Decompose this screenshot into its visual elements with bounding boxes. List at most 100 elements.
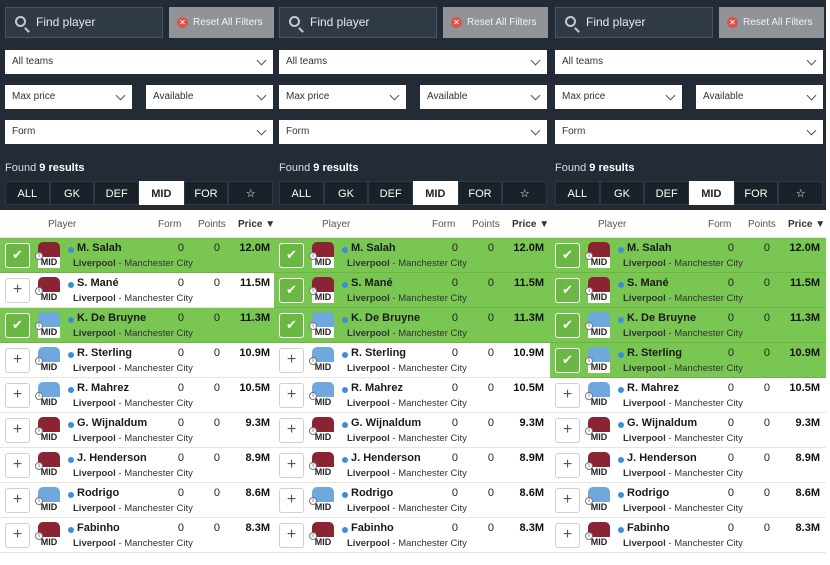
info-icon[interactable]: i — [309, 322, 317, 330]
add-player-button[interactable]: + — [555, 453, 580, 478]
player-row[interactable]: + MID i R. Sterling Liverpool - Manchest… — [0, 343, 276, 378]
add-player-button[interactable]: + — [5, 278, 30, 303]
add-player-button[interactable]: + — [279, 453, 304, 478]
info-icon[interactable]: i — [585, 287, 593, 295]
column-points[interactable]: Points — [472, 219, 500, 230]
info-icon[interactable]: i — [35, 392, 43, 400]
info-icon[interactable]: i — [35, 462, 43, 470]
column-price[interactable]: Price ▼ — [238, 219, 276, 230]
column-player[interactable]: Player — [598, 219, 627, 230]
column-price[interactable]: Price ▼ — [512, 219, 550, 230]
info-icon[interactable]: i — [35, 252, 43, 260]
tab-all[interactable]: ALL — [555, 181, 600, 205]
add-player-button[interactable]: + — [279, 348, 304, 373]
player-row[interactable]: + MID i Fabinho Liverpool - Manchester C… — [0, 518, 276, 553]
column-form[interactable]: Form — [708, 219, 732, 230]
tab-mid[interactable]: MID — [689, 181, 734, 205]
remove-player-button[interactable]: ✔ — [555, 348, 580, 373]
player-row[interactable]: ✔ MID i M. Salah Liverpool - Manchester … — [550, 238, 826, 273]
remove-player-button[interactable]: ✔ — [555, 313, 580, 338]
availability-select[interactable]: Available — [146, 85, 273, 109]
info-icon[interactable]: i — [585, 392, 593, 400]
player-row[interactable]: + MID i G. Wijnaldum Liverpool - Manches… — [550, 413, 826, 448]
add-player-button[interactable]: + — [5, 348, 30, 373]
info-icon[interactable]: i — [585, 462, 593, 470]
tab-for[interactable]: FOR — [733, 181, 779, 205]
column-points[interactable]: Points — [198, 219, 226, 230]
player-row[interactable]: + MID i Rodrigo Liverpool - Manchester C… — [550, 483, 826, 518]
tab-favourites[interactable]: ☆ — [502, 181, 548, 205]
info-icon[interactable]: i — [585, 497, 593, 505]
sort-select[interactable]: Form — [279, 120, 547, 144]
search-input[interactable]: Find player — [279, 7, 437, 38]
add-player-button[interactable]: + — [279, 523, 304, 548]
column-player[interactable]: Player — [322, 219, 351, 230]
info-icon[interactable]: i — [35, 532, 43, 540]
add-player-button[interactable]: + — [5, 418, 30, 443]
player-row[interactable]: + MID i J. Henderson Liverpool - Manches… — [0, 448, 276, 483]
remove-player-button[interactable]: ✔ — [279, 243, 304, 268]
remove-player-button[interactable]: ✔ — [279, 313, 304, 338]
info-icon[interactable]: i — [35, 357, 43, 365]
player-row[interactable]: + MID i S. Mané Liverpool - Manchester C… — [0, 273, 276, 308]
player-row[interactable]: ✔ MID i K. De Bruyne Liverpool - Manches… — [274, 308, 550, 343]
player-row[interactable]: + MID i R. Mahrez Liverpool - Manchester… — [550, 378, 826, 413]
add-player-button[interactable]: + — [5, 453, 30, 478]
info-icon[interactable]: i — [585, 357, 593, 365]
tab-def[interactable]: DEF — [368, 181, 414, 205]
info-icon[interactable]: i — [309, 462, 317, 470]
info-icon[interactable]: i — [35, 287, 43, 295]
column-points[interactable]: Points — [748, 219, 776, 230]
tab-def[interactable]: DEF — [94, 181, 140, 205]
info-icon[interactable]: i — [309, 497, 317, 505]
player-row[interactable]: + MID i R. Sterling Liverpool - Manchest… — [274, 343, 550, 378]
tab-all[interactable]: ALL — [5, 181, 50, 205]
player-row[interactable]: + MID i Rodrigo Liverpool - Manchester C… — [274, 483, 550, 518]
add-player-button[interactable]: + — [5, 383, 30, 408]
remove-player-button[interactable]: ✔ — [279, 278, 304, 303]
column-form[interactable]: Form — [432, 219, 456, 230]
add-player-button[interactable]: + — [279, 383, 304, 408]
info-icon[interactable]: i — [309, 287, 317, 295]
tab-all[interactable]: ALL — [279, 181, 324, 205]
team-select[interactable]: All teams — [5, 50, 273, 74]
info-icon[interactable]: i — [585, 532, 593, 540]
info-icon[interactable]: i — [35, 427, 43, 435]
info-icon[interactable]: i — [35, 322, 43, 330]
availability-select[interactable]: Available — [420, 85, 547, 109]
column-player[interactable]: Player — [48, 219, 77, 230]
reset-filters-button[interactable]: ✕ Reset All Filters — [443, 7, 548, 38]
player-row[interactable]: ✔ MID i K. De Bruyne Liverpool - Manches… — [0, 308, 276, 343]
tab-gk[interactable]: GK — [599, 181, 645, 205]
reset-filters-button[interactable]: ✕ Reset All Filters — [169, 7, 274, 38]
price-select[interactable]: Max price — [5, 85, 132, 109]
info-icon[interactable]: i — [585, 322, 593, 330]
player-row[interactable]: ✔ MID i M. Salah Liverpool - Manchester … — [274, 238, 550, 273]
info-icon[interactable]: i — [585, 427, 593, 435]
player-row[interactable]: + MID i J. Henderson Liverpool - Manches… — [274, 448, 550, 483]
info-icon[interactable]: i — [585, 252, 593, 260]
tab-favourites[interactable]: ☆ — [778, 181, 824, 205]
add-player-button[interactable]: + — [5, 523, 30, 548]
remove-player-button[interactable]: ✔ — [555, 243, 580, 268]
player-row[interactable]: + MID i R. Mahrez Liverpool - Manchester… — [0, 378, 276, 413]
add-player-button[interactable]: + — [555, 418, 580, 443]
player-row[interactable]: ✔ MID i M. Salah Liverpool - Manchester … — [0, 238, 276, 273]
tab-gk[interactable]: GK — [323, 181, 369, 205]
info-icon[interactable]: i — [309, 252, 317, 260]
info-icon[interactable]: i — [309, 427, 317, 435]
info-icon[interactable]: i — [309, 532, 317, 540]
player-row[interactable]: ✔ MID i S. Mané Liverpool - Manchester C… — [550, 273, 826, 308]
add-player-button[interactable]: + — [555, 523, 580, 548]
player-row[interactable]: + MID i Rodrigo Liverpool - Manchester C… — [0, 483, 276, 518]
price-select[interactable]: Max price — [279, 85, 406, 109]
tab-def[interactable]: DEF — [644, 181, 690, 205]
player-row[interactable]: + MID i G. Wijnaldum Liverpool - Manches… — [274, 413, 550, 448]
info-icon[interactable]: i — [35, 497, 43, 505]
player-row[interactable]: + MID i Fabinho Liverpool - Manchester C… — [550, 518, 826, 553]
sort-select[interactable]: Form — [5, 120, 273, 144]
availability-select[interactable]: Available — [696, 85, 823, 109]
add-player-button[interactable]: + — [555, 383, 580, 408]
player-row[interactable]: ✔ MID i S. Mané Liverpool - Manchester C… — [274, 273, 550, 308]
player-row[interactable]: + MID i J. Henderson Liverpool - Manches… — [550, 448, 826, 483]
